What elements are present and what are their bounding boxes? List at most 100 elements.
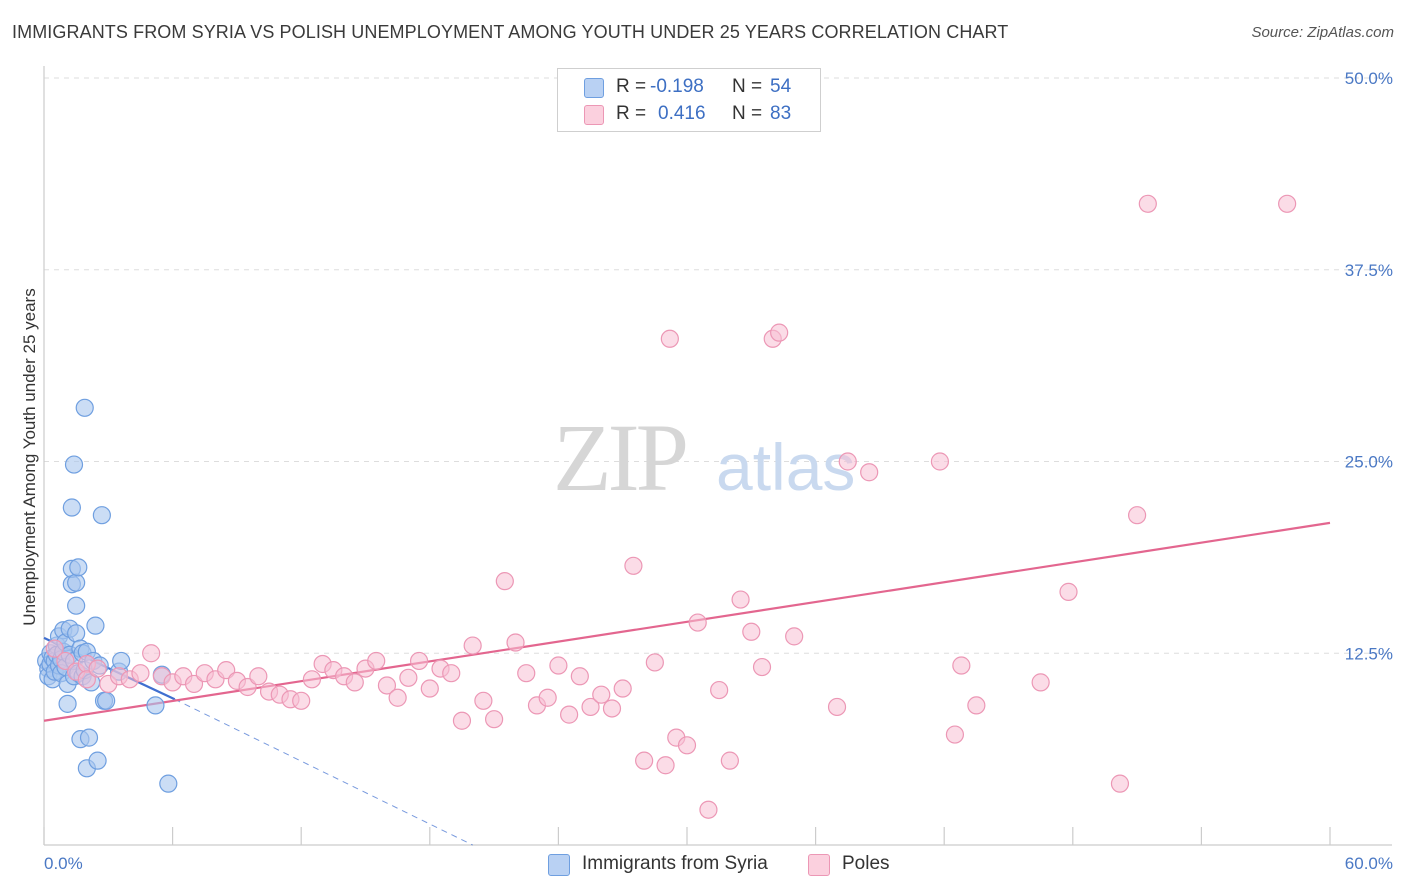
point-poles — [238, 677, 257, 697]
point-poles — [1110, 774, 1130, 793]
point-poles — [388, 688, 407, 707]
point-syria — [67, 573, 86, 592]
trend-line-poles — [43, 521, 1331, 722]
point-poles — [442, 664, 461, 683]
point-poles — [720, 751, 739, 770]
point-poles — [785, 627, 804, 646]
legend-n-value: 83 — [770, 103, 792, 124]
legend-n-value: 54 — [770, 76, 792, 97]
point-syria — [86, 616, 105, 635]
legend: R = -0.198 N = 54 R = 0.416 N = 83 — [557, 68, 821, 132]
axes — [43, 66, 1392, 846]
point-poles — [752, 657, 772, 677]
point-poles — [624, 556, 643, 575]
legend-r-label: R = — [616, 76, 647, 97]
point-syria — [58, 694, 77, 713]
point-poles — [699, 800, 718, 819]
point-poles — [967, 696, 986, 715]
legend-swatch-pink — [584, 105, 604, 125]
point-poles — [945, 725, 965, 744]
point-poles — [581, 697, 600, 717]
y-axis-label: Unemployment Among Youth under 25 years — [20, 288, 39, 625]
point-syria — [62, 498, 81, 517]
point-poles — [635, 751, 654, 770]
point-poles — [345, 673, 364, 692]
point-poles — [645, 653, 664, 672]
series-immigrants-from-syria — [37, 398, 178, 793]
legend-r-label: R = — [616, 103, 647, 124]
bottom-legend-swatch-blue — [548, 854, 570, 876]
x-tick-label: 0.0% — [44, 854, 83, 873]
point-poles — [463, 636, 482, 655]
point-poles — [742, 622, 761, 641]
legend-r-value: -0.198 — [650, 76, 704, 97]
point-poles — [549, 656, 568, 675]
point-poles — [1138, 194, 1157, 213]
source-credit: Source: ZipAtlas.com — [1251, 24, 1394, 41]
y-tick-label: 50.0% — [1345, 69, 1393, 88]
x-tick-label: 60.0% — [1345, 854, 1393, 873]
watermark-atlas: atlas — [716, 430, 855, 504]
point-poles — [495, 572, 514, 591]
point-poles — [506, 633, 525, 652]
point-poles — [838, 452, 857, 471]
point-poles — [602, 699, 622, 718]
point-poles — [217, 661, 236, 680]
point-poles — [570, 667, 589, 686]
point-syria — [112, 651, 131, 671]
point-poles — [1031, 673, 1050, 692]
point-poles — [77, 670, 96, 689]
point-poles — [517, 664, 536, 683]
point-syria — [69, 558, 88, 577]
point-poles — [377, 676, 397, 695]
chart-title: IMMIGRANTS FROM SYRIA VS POLISH UNEMPLOY… — [12, 22, 1009, 42]
y-tick-label: 12.5% — [1345, 644, 1393, 663]
point-poles — [184, 674, 204, 694]
point-poles — [474, 691, 493, 710]
point-poles — [952, 656, 971, 675]
watermark: ZIP atlas — [553, 404, 855, 511]
point-poles — [592, 685, 611, 704]
point-poles — [56, 651, 75, 671]
point-syria — [64, 455, 84, 474]
point-syria — [67, 596, 86, 615]
point-poles — [399, 668, 418, 687]
point-poles — [409, 651, 429, 671]
y-tick-label: 25.0% — [1345, 453, 1393, 472]
point-poles — [710, 680, 729, 700]
legend-n-label: N = — [732, 76, 763, 97]
legend-r-value: 0.416 — [658, 103, 706, 124]
point-poles — [930, 452, 950, 471]
legend-row-syria: R = -0.198 N = 54 — [558, 75, 791, 101]
point-poles — [688, 613, 707, 632]
point-poles — [1059, 582, 1078, 601]
bottom-legend-swatch-pink — [808, 854, 830, 876]
point-poles — [660, 329, 679, 348]
point-poles — [249, 667, 268, 686]
bottom-legend-label: Immigrants from Syria — [582, 853, 768, 874]
point-poles — [420, 679, 439, 698]
point-poles — [302, 670, 322, 689]
series-poles — [45, 194, 1297, 819]
point-poles — [677, 736, 697, 755]
point-syria — [75, 398, 94, 417]
point-poles — [485, 710, 504, 729]
point-poles — [452, 711, 472, 730]
y-tick-label: 37.5% — [1345, 261, 1393, 280]
point-syria — [97, 691, 116, 710]
trend-line-syria-extension — [174, 698, 473, 846]
point-poles — [770, 323, 789, 342]
point-poles — [292, 691, 311, 710]
point-poles — [656, 756, 675, 775]
point-poles — [613, 679, 632, 698]
point-syria — [159, 774, 178, 793]
point-syria — [67, 624, 86, 643]
point-poles — [1278, 194, 1297, 213]
point-poles — [731, 590, 750, 609]
point-poles — [367, 651, 386, 671]
point-syria — [88, 751, 107, 770]
point-syria — [146, 696, 165, 715]
point-poles — [860, 463, 879, 482]
legend-n-label: N = — [732, 103, 763, 124]
point-poles — [1127, 506, 1147, 525]
